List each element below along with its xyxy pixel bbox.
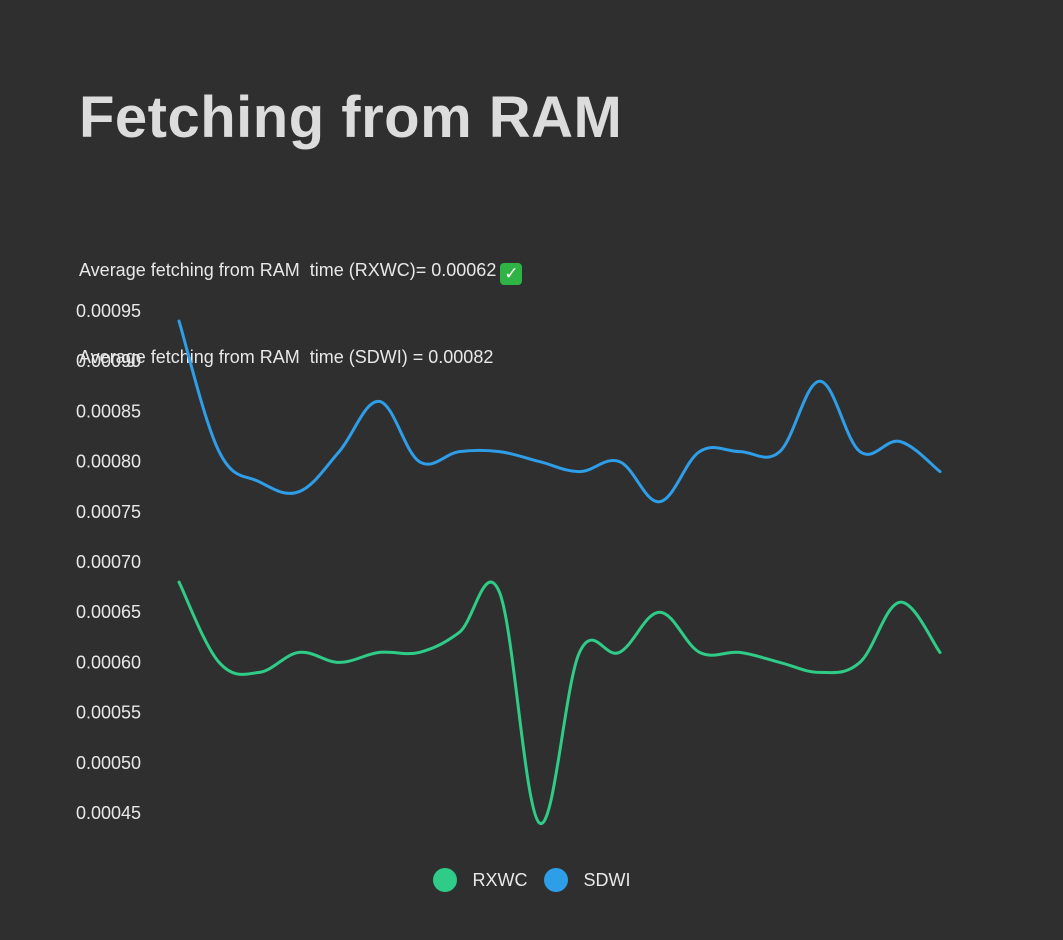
stats-summary: Average fetching from RAM time (RXWC)= 0…	[79, 198, 523, 401]
y-tick-label: 0.00080	[76, 452, 141, 472]
y-tick-label: 0.00055	[76, 703, 141, 723]
legend-swatch-sdwi	[543, 868, 568, 892]
chart-title: Fetching from RAM	[79, 85, 623, 150]
stats-line-sdwi: Average fetching from RAM time (SDWI) = …	[79, 347, 494, 367]
legend-swatch-rxwc	[432, 868, 457, 892]
legend-item-rxwc[interactable]: RXWC	[432, 868, 528, 892]
y-tick-label: 0.00045	[76, 803, 141, 823]
stats-line-rxwc-text: Average fetching from RAM time (RXWC)= 0…	[79, 260, 497, 280]
legend-item-sdwi[interactable]: SDWI	[543, 868, 631, 892]
legend-label-rxwc: RXWC	[472, 869, 528, 890]
y-tick-label: 0.00060	[76, 652, 141, 672]
series-line-sdwi	[177, 319, 942, 504]
series-layer	[177, 319, 942, 825]
y-tick-label: 0.00090	[76, 351, 141, 371]
y-tick-label: 0.00075	[76, 502, 141, 522]
series-line-rxwc	[177, 580, 942, 825]
line-chart: 0.00095 0.00090 0.00085 0.00080 0.00075 0.000…	[76, 301, 942, 825]
y-tick-label: 0.00070	[76, 552, 141, 572]
y-tick-label: 0.00095	[76, 301, 141, 321]
check-mark-icon: ✓	[500, 263, 523, 285]
y-axis: 0.00095 0.00090 0.00085 0.00080 0.00075 0.000…	[76, 301, 141, 823]
legend: RXWC SDWI	[0, 868, 1063, 892]
stats-line-rxwc: Average fetching from RAM time (RXWC)= 0…	[79, 256, 523, 285]
y-tick-label: 0.00085	[76, 401, 141, 421]
y-tick-label: 0.00065	[76, 602, 141, 622]
legend-label-sdwi: SDWI	[583, 869, 631, 890]
y-tick-label: 0.00050	[76, 753, 141, 773]
